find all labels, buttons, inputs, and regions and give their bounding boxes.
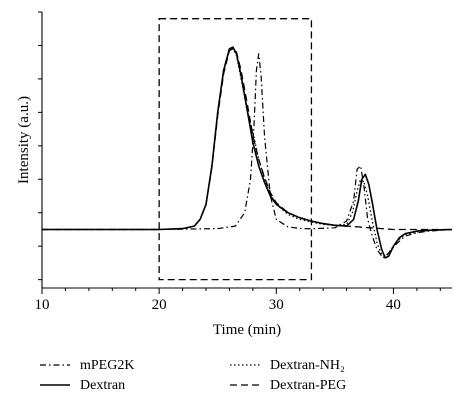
legend-label-dextran-nh: Dextran-NH₂ xyxy=(270,358,345,373)
series-line-dextran-peg xyxy=(42,48,452,231)
axes: 10 20 30 40 xyxy=(35,11,452,313)
legend-label-dextran: Dextran xyxy=(80,378,125,393)
y-axis-label: Intensity (a.u.) xyxy=(16,96,32,184)
y-axis-ticks xyxy=(38,11,42,281)
series-line-dextran-nh xyxy=(42,48,453,257)
highlight-box xyxy=(158,18,313,281)
x-axis-ticks: 10 20 30 40 xyxy=(35,288,441,313)
legend: mPEG2K Dextran-NH₂ Dextran Dextran-PEG xyxy=(40,358,346,393)
x-tick-label-40: 40 xyxy=(386,297,401,313)
x-tick-label-30: 30 xyxy=(269,297,284,313)
legend-label-dextran-peg: Dextran-PEG xyxy=(270,378,346,393)
x-tick-label-10: 10 xyxy=(35,297,50,313)
plot-area xyxy=(42,18,453,281)
x-tick-label-20: 20 xyxy=(152,297,167,313)
series-line-dextran xyxy=(42,46,453,259)
legend-label-mpeg2k: mPEG2K xyxy=(80,358,134,373)
series-line-mpeg2k xyxy=(42,53,453,259)
x-axis-label: Time (min) xyxy=(213,322,281,338)
